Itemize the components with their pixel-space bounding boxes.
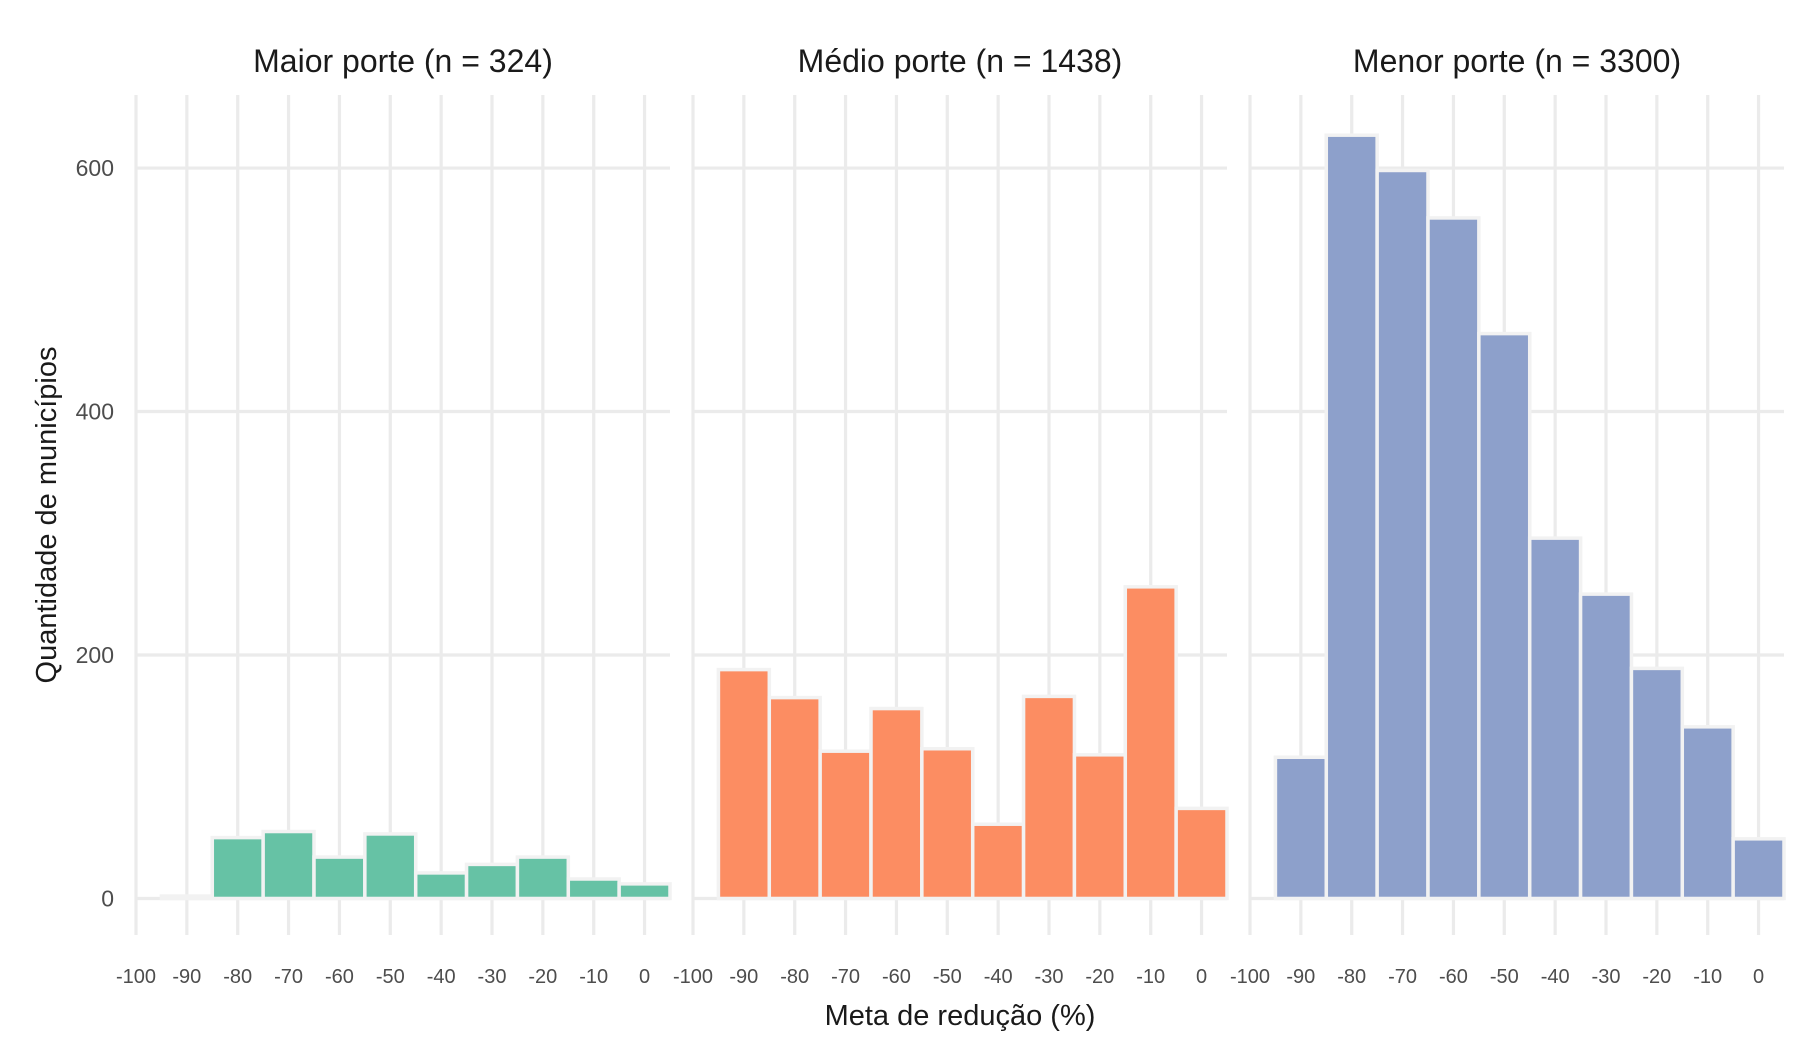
x-tick-label: -50	[933, 966, 962, 988]
x-tick-label: -60	[325, 966, 354, 988]
facet-title: Médio porte (n = 1438)	[798, 43, 1123, 79]
y-tick-label: 200	[76, 642, 114, 668]
histogram-bar	[970, 822, 1026, 901]
histogram-bar	[1123, 585, 1178, 901]
histogram-bar	[1426, 216, 1481, 901]
y-tick-label: 400	[76, 399, 114, 425]
facet-title: Menor porte (n = 3300)	[1353, 43, 1681, 79]
facet-title: Maior porte (n = 324)	[253, 43, 553, 79]
y-tick-label: 0	[101, 885, 114, 911]
histogram-bar	[767, 695, 822, 901]
x-tick-label: -60	[1439, 966, 1468, 988]
histogram-bar	[1629, 666, 1685, 901]
x-tick-label: -20	[528, 966, 557, 988]
x-tick-label: -10	[1693, 966, 1722, 988]
x-tick-label: -20	[1642, 966, 1671, 988]
histogram-bar	[1021, 694, 1077, 901]
x-tick-label: -40	[1541, 966, 1570, 988]
histogram-bar	[617, 882, 672, 901]
x-axis-title: Meta de redução (%)	[825, 1000, 1096, 1032]
x-tick-label: -60	[882, 966, 911, 988]
x-tick-label: 0	[1753, 966, 1764, 988]
histogram-bar	[515, 855, 571, 901]
x-tick-label: -100	[673, 966, 713, 988]
x-tick-label: -90	[1286, 966, 1315, 988]
histogram-bar	[1273, 755, 1329, 901]
histogram-bar	[566, 877, 621, 901]
histogram-bar	[1174, 806, 1229, 901]
histogram-bar	[363, 832, 418, 901]
x-tick-label: -50	[1490, 966, 1519, 988]
x-tick-label: -80	[223, 966, 252, 988]
histogram-bar	[869, 706, 924, 901]
histogram-bar	[1324, 133, 1379, 901]
x-tick-label: -100	[116, 966, 156, 988]
histogram-bar	[1375, 168, 1430, 901]
y-axis-title: Quantidade de municípios	[31, 347, 63, 684]
x-tick-label: -30	[1035, 966, 1064, 988]
x-tick-label: -10	[579, 966, 608, 988]
histogram-bar	[261, 829, 316, 901]
histogram-bar	[159, 894, 215, 901]
x-tick-label: -70	[274, 966, 303, 988]
x-tick-label: -30	[1592, 966, 1621, 988]
x-tick-label: -90	[172, 966, 201, 988]
y-axis: 0 200 400 600	[76, 155, 114, 911]
histogram-bar	[1072, 753, 1128, 901]
x-tick-label: -100	[1230, 966, 1270, 988]
histogram-bar	[464, 862, 520, 901]
x-tick-label: -30	[478, 966, 507, 988]
histogram-bar	[1578, 592, 1634, 901]
histogram-bar	[312, 855, 367, 901]
x-tick-label: -40	[427, 966, 456, 988]
x-tick-label: -40	[984, 966, 1013, 988]
x-tick-label: -90	[729, 966, 758, 988]
x-tick-label: 0	[639, 966, 650, 988]
x-tick-label: -10	[1136, 966, 1165, 988]
x-tick-label: -70	[831, 966, 860, 988]
histogram-bar	[920, 746, 975, 901]
histogram-bar	[1527, 536, 1583, 901]
x-tick-label: 0	[1196, 966, 1207, 988]
histogram-bar	[210, 835, 265, 901]
x-tick-label: -80	[780, 966, 809, 988]
x-tick-label: -50	[376, 966, 405, 988]
x-tick-label: -20	[1085, 966, 1114, 988]
histogram-bar	[1680, 725, 1735, 901]
x-tick-label: -70	[1388, 966, 1417, 988]
histogram-bar	[1477, 331, 1532, 901]
histogram-bar	[1731, 837, 1786, 901]
y-tick-label: 600	[76, 155, 114, 181]
histogram-bar	[413, 871, 469, 901]
histogram-bar	[818, 749, 873, 901]
histogram-bar	[716, 667, 772, 901]
x-tick-label: -80	[1337, 966, 1366, 988]
